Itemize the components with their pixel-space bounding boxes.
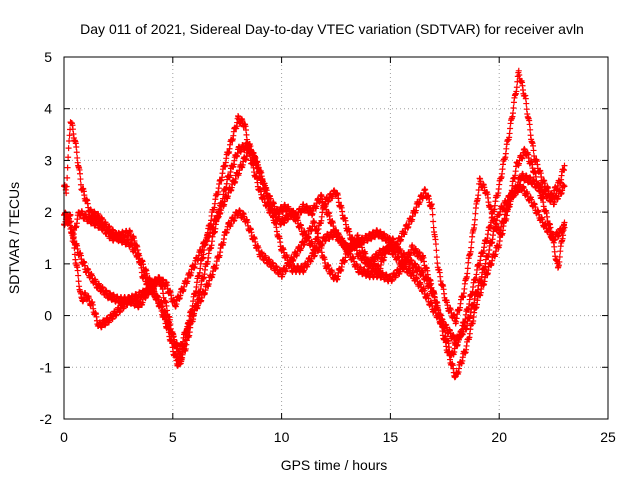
- data-point: [468, 239, 475, 246]
- data-point: [67, 212, 74, 219]
- data-point: [68, 218, 75, 225]
- y-tick-label: 5: [44, 49, 52, 65]
- data-point: [526, 121, 533, 128]
- y-tick-label: 3: [44, 152, 52, 168]
- data-point: [507, 125, 514, 132]
- y-tick-label: 0: [44, 308, 52, 324]
- data-point: [430, 218, 437, 225]
- chart-title: Day 011 of 2021, Sidereal Day-to-day VTE…: [80, 21, 584, 37]
- data-point: [475, 192, 482, 199]
- data-point: [71, 244, 78, 251]
- data-point: [73, 149, 80, 156]
- y-tick-label: -2: [40, 411, 53, 427]
- x-tick-label: 20: [491, 429, 507, 445]
- y-tick-label: 4: [44, 101, 52, 117]
- data-point: [471, 216, 478, 223]
- data-point: [75, 278, 82, 285]
- data-point: [510, 104, 517, 111]
- data-point: [464, 270, 471, 277]
- data-point: [71, 251, 78, 258]
- data-point: [530, 147, 537, 154]
- x-tick-label: 25: [600, 429, 616, 445]
- data-point: [464, 265, 471, 272]
- data-point: [75, 272, 82, 279]
- data-point: [472, 210, 479, 217]
- series-trace-b: [61, 140, 568, 381]
- data-point: [509, 110, 516, 117]
- x-axis-label: GPS time / hours: [281, 457, 388, 473]
- data-point: [77, 170, 84, 177]
- data-point: [66, 138, 73, 145]
- data-point: [429, 211, 436, 218]
- series-trace-d: [69, 145, 568, 327]
- x-tick-label: 15: [383, 429, 399, 445]
- data-point: [63, 183, 70, 190]
- data-point: [461, 285, 468, 292]
- data-point: [523, 100, 530, 107]
- x-axis-ticks: 0 5 10 15 20 25: [60, 57, 616, 445]
- y-axis-label: SDTVAR / TECUs: [6, 182, 22, 294]
- data-point: [468, 244, 475, 251]
- x-tick-label: 10: [274, 429, 290, 445]
- data-point: [65, 154, 72, 161]
- data-point: [64, 174, 71, 181]
- y-tick-label: -1: [40, 359, 53, 375]
- data-point: [432, 241, 439, 248]
- data-points: [61, 67, 568, 381]
- data-point: [66, 132, 73, 139]
- data-point: [65, 145, 72, 152]
- x-tick-label: 0: [60, 429, 68, 445]
- data-point: [433, 254, 440, 261]
- data-point: [561, 183, 568, 190]
- data-point: [433, 247, 440, 254]
- y-tick-label: 2: [44, 204, 52, 220]
- data-point: [64, 164, 71, 171]
- data-point: [561, 162, 568, 169]
- x-tick-label: 5: [169, 429, 177, 445]
- y-tick-label: 1: [44, 256, 52, 272]
- data-point: [70, 239, 77, 246]
- data-point: [73, 144, 80, 151]
- data-point: [77, 176, 84, 183]
- data-point: [527, 126, 534, 133]
- data-point: [513, 84, 520, 91]
